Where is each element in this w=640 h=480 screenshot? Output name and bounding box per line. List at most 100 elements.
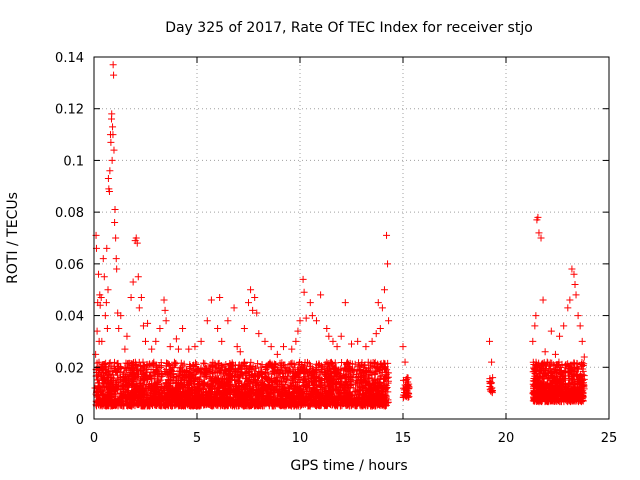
data-point [333,343,341,351]
data-point [117,373,125,381]
x-tick-label: 10 [292,431,309,446]
data-point [154,395,162,403]
data-point [299,379,307,387]
data-point [204,400,212,408]
data-point [231,376,239,384]
data-point [115,382,123,390]
data-point [542,372,550,380]
data-point [344,385,352,393]
data-point [101,386,109,394]
data-point [185,400,193,408]
data-point [380,286,388,294]
data-point [132,365,140,373]
data-point [537,234,545,242]
data-point [346,393,354,401]
x-tick-label: 25 [601,431,618,446]
data-point [336,380,344,388]
data-point [191,391,199,399]
data-point [241,397,249,405]
data-point [236,348,244,356]
data-point [378,304,386,312]
data-point [299,382,307,390]
data-point [178,373,186,381]
data-point [282,400,290,408]
data-point [304,399,312,407]
data-point [252,364,260,372]
data-point [578,388,586,396]
data-point [215,369,223,377]
data-point [106,167,114,175]
data-point [147,395,155,403]
data-point [110,146,118,154]
data-point [224,379,232,387]
data-point [253,379,261,387]
data-point [250,376,258,384]
data-point [161,306,169,314]
data-point [116,397,124,405]
data-point [348,397,356,405]
data-point [382,399,390,407]
data-point [371,396,379,404]
data-point [336,402,344,410]
data-point [340,382,348,390]
data-point [262,368,270,376]
data-point [109,131,117,139]
data-point [142,373,150,381]
data-point [146,380,154,388]
data-point [164,382,172,390]
data-point [572,291,580,299]
data-point [374,299,382,307]
data-point [152,400,160,408]
data-point [172,391,180,399]
data-point [267,397,275,405]
data-point [231,368,239,376]
data-point [535,229,543,237]
data-point [369,359,377,367]
data-point [376,367,384,375]
data-point [381,363,389,371]
data-point [560,395,568,403]
data-point [568,265,576,273]
data-point [150,381,158,389]
data-point [319,394,327,402]
data-point [547,393,555,401]
data-point [278,392,286,400]
data-point [486,337,494,345]
data-point [317,291,325,299]
data-point [275,380,283,388]
data-point [270,378,278,386]
data-point [200,373,208,381]
data-point [96,301,104,309]
data-point [338,358,346,366]
data-point [189,370,197,378]
data-point [571,383,579,391]
data-point [188,386,196,394]
data-point [318,367,326,375]
data-point [294,368,302,376]
x-axis-title: GPS time / hours [290,458,407,474]
data-point [240,359,248,367]
data-point [330,400,338,408]
data-point [264,377,272,385]
data-point [131,396,139,404]
data-point [105,398,113,406]
data-point [251,400,259,408]
data-point [133,239,141,247]
data-point [296,317,304,325]
data-point [349,374,357,382]
data-point [105,187,113,195]
data-point [579,389,587,397]
data-point [361,398,369,406]
data-point [185,345,193,353]
data-point [207,296,215,304]
data-point [255,330,263,338]
data-point [212,390,220,398]
data-point [197,337,205,345]
data-point [120,391,128,399]
data-point [270,363,278,371]
data-point [361,383,369,391]
data-point [333,387,341,395]
data-point [192,389,200,397]
data-point [215,384,223,392]
data-point [223,399,231,407]
